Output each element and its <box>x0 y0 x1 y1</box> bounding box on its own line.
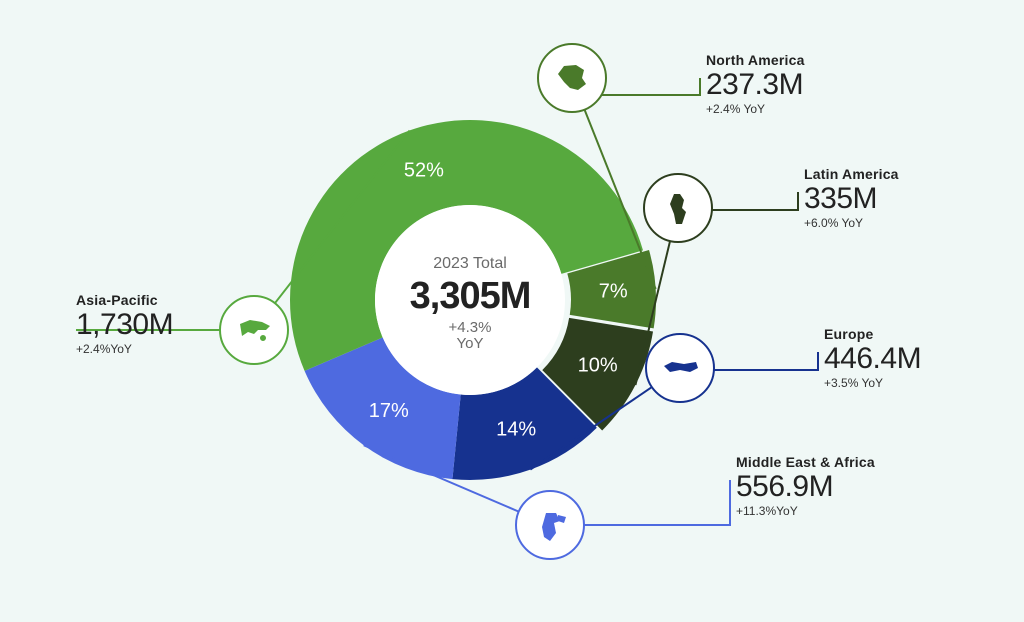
region-value: 556.9M <box>736 470 875 504</box>
center-yoy: +4.3% <box>449 319 492 336</box>
region-name: Latin America <box>804 166 899 182</box>
label-latin-america: Latin America335M+6.0% YoY <box>804 166 899 230</box>
pct-latin-america: 10% <box>578 355 618 377</box>
region-name: Europe <box>824 326 921 342</box>
leader-b-mea <box>584 480 730 525</box>
label-north-america: North America237.3M+2.4% YoY <box>706 52 805 116</box>
region-yoy: +11.3%YoY <box>736 504 875 518</box>
leader-b-europe <box>714 352 818 370</box>
region-yoy: +3.5% YoY <box>824 376 921 390</box>
center-year: 2023 Total <box>433 255 507 272</box>
region-yoy: +2.4%YoY <box>76 342 173 356</box>
donut-chart: { "chart": { "type": "donut", "backgroun… <box>0 0 1024 622</box>
pct-mea: 17% <box>369 400 409 422</box>
leader-b-north-america <box>600 78 700 95</box>
pct-europe: 14% <box>496 419 536 441</box>
region-yoy: +6.0% YoY <box>804 216 899 230</box>
pct-asia-pacific: 52% <box>404 159 444 181</box>
leader-b-latin-america <box>712 192 798 210</box>
region-value: 1,730M <box>76 308 173 342</box>
label-asia-pacific: Asia-Pacific1,730M+2.4%YoY <box>76 292 173 356</box>
region-name: Asia-Pacific <box>76 292 173 308</box>
label-mea: Middle East & Africa556.9M+11.3%YoY <box>736 454 875 518</box>
region-value: 446.4M <box>824 342 921 376</box>
center-yoy-suffix: YoY <box>457 335 484 352</box>
region-value: 335M <box>804 182 899 216</box>
region-name: Middle East & Africa <box>736 454 875 470</box>
pct-north-america: 7% <box>599 280 628 302</box>
region-value: 237.3M <box>706 68 805 102</box>
region-name: North America <box>706 52 805 68</box>
label-europe: Europe446.4M+3.5% YoY <box>824 326 921 390</box>
center-value: 3,305M <box>410 275 531 317</box>
region-yoy: +2.4% YoY <box>706 102 805 116</box>
